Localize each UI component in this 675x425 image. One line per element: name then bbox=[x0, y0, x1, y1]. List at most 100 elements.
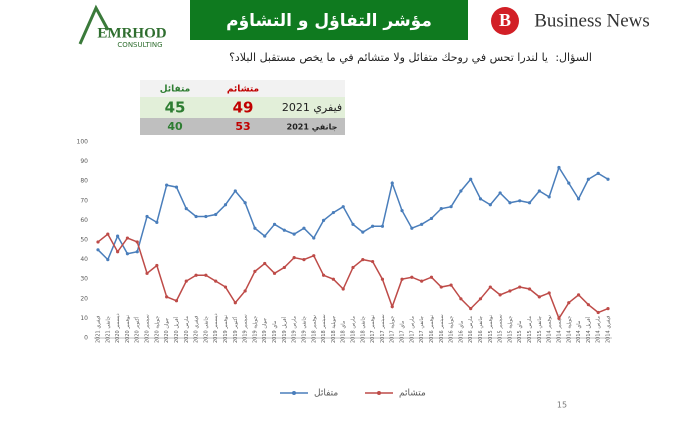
table-cell: 49 bbox=[233, 99, 254, 117]
marker bbox=[204, 214, 208, 219]
table-cell: جانفي 2021 bbox=[287, 123, 338, 132]
marker bbox=[96, 248, 100, 252]
marker bbox=[527, 201, 532, 205]
marker bbox=[341, 205, 345, 209]
marker bbox=[478, 197, 483, 201]
marker bbox=[547, 195, 551, 199]
marker bbox=[380, 277, 385, 281]
marker bbox=[223, 285, 228, 289]
x-tick-label: جويلية 2015 bbox=[507, 316, 513, 343]
marker bbox=[341, 287, 345, 291]
table-cell: 53 bbox=[235, 120, 250, 133]
brand-right: Business News bbox=[534, 10, 650, 31]
x-tick-label: جانفي 2019 bbox=[301, 316, 307, 343]
table-header: متفائل bbox=[160, 85, 191, 95]
marker bbox=[459, 297, 463, 301]
marker bbox=[371, 224, 375, 228]
marker bbox=[292, 256, 296, 260]
marker bbox=[488, 285, 492, 289]
marker bbox=[596, 310, 600, 315]
marker bbox=[518, 199, 522, 203]
marker bbox=[302, 258, 306, 262]
legend-marker bbox=[292, 391, 296, 395]
x-tick-label: أفريل 2020 bbox=[173, 316, 180, 343]
x-tick-label: جويلية 2019 bbox=[252, 316, 258, 343]
marker bbox=[606, 307, 610, 311]
question-label: السؤال: bbox=[555, 51, 592, 64]
x-tick-label: مارس 2020 bbox=[184, 316, 190, 343]
y-tick-label: 20 bbox=[80, 295, 88, 302]
y-tick-label: 0 bbox=[84, 335, 88, 342]
x-tick-label: جانفي 2018 bbox=[360, 316, 366, 343]
y-tick-label: 50 bbox=[80, 237, 88, 244]
marker bbox=[439, 207, 443, 211]
marker bbox=[312, 236, 316, 240]
y-tick-label: 60 bbox=[80, 217, 88, 224]
marker bbox=[439, 285, 443, 289]
marker bbox=[390, 181, 394, 185]
marker bbox=[263, 261, 267, 266]
x-tick-label: فيفري 2014 bbox=[606, 315, 612, 343]
marker bbox=[380, 224, 385, 228]
marker bbox=[351, 222, 355, 226]
legend-label: متشائم bbox=[399, 389, 426, 399]
marker bbox=[586, 177, 590, 181]
marker bbox=[125, 236, 130, 240]
marker bbox=[518, 285, 522, 289]
marker bbox=[498, 293, 502, 297]
marker bbox=[263, 234, 267, 238]
marker bbox=[331, 210, 335, 215]
marker bbox=[106, 258, 110, 262]
marker bbox=[165, 295, 169, 299]
x-tick-label: جوان 2020 bbox=[164, 318, 170, 343]
page-title: مؤشر التفاؤل و التشاؤم bbox=[226, 11, 432, 31]
x-tick-label: سبتمبر 2019 bbox=[243, 314, 249, 343]
x-tick-label: أفريل 2019 bbox=[281, 316, 288, 343]
title-banner bbox=[190, 0, 468, 40]
x-tick-label: فيفري 2021 bbox=[96, 315, 102, 343]
x-tick-label: نوفمبر 2018 bbox=[311, 315, 317, 343]
x-tick-label: أكتوبر 2020 bbox=[134, 316, 141, 343]
y-tick-label: 100 bbox=[77, 139, 89, 146]
marker bbox=[184, 207, 188, 211]
x-tick-label: جانفي 2017 bbox=[419, 316, 425, 343]
marker bbox=[165, 183, 169, 187]
marker bbox=[233, 301, 237, 305]
marker bbox=[135, 240, 139, 244]
table-cell: 40 bbox=[167, 120, 183, 133]
marker bbox=[214, 212, 218, 217]
marker bbox=[586, 303, 590, 307]
brand-left: EMRHOD bbox=[97, 25, 166, 41]
x-tick-label: نوفمبر 2014 bbox=[547, 315, 553, 343]
marker bbox=[371, 259, 375, 264]
x-tick-label: جوان 2019 bbox=[262, 318, 268, 343]
marker bbox=[449, 205, 453, 209]
y-tick-label: 90 bbox=[80, 158, 88, 165]
marker bbox=[508, 289, 512, 293]
marker bbox=[282, 265, 286, 270]
logo-letter: B bbox=[499, 10, 511, 30]
marker bbox=[557, 316, 561, 320]
x-tick-label: جويلية 2020 bbox=[154, 316, 160, 343]
x-tick-label: سبتمبر 2015 bbox=[498, 314, 504, 343]
marker bbox=[449, 283, 453, 287]
y-tick-label: 80 bbox=[80, 178, 88, 185]
x-tick-label: مارس 2018 bbox=[351, 316, 357, 343]
marker bbox=[351, 265, 355, 270]
logo-circle bbox=[491, 7, 519, 35]
marker bbox=[420, 222, 424, 226]
y-tick-label: 30 bbox=[80, 276, 88, 283]
x-tick-label: ماي 2015 bbox=[517, 320, 523, 343]
marker bbox=[253, 269, 257, 273]
x-tick-label: نوفمبر 2016 bbox=[429, 315, 435, 343]
marker bbox=[331, 277, 335, 281]
x-tick-label: مارس 2015 bbox=[527, 316, 533, 343]
marker bbox=[116, 250, 120, 254]
marker bbox=[194, 273, 198, 277]
page-number: 15 bbox=[557, 401, 567, 410]
brand-left-sub: CONSULTING bbox=[117, 41, 162, 49]
x-tick-label: أكتوبر 2019 bbox=[232, 316, 239, 343]
x-tick-label: نوفمبر 2017 bbox=[370, 315, 376, 343]
marker bbox=[410, 226, 414, 230]
